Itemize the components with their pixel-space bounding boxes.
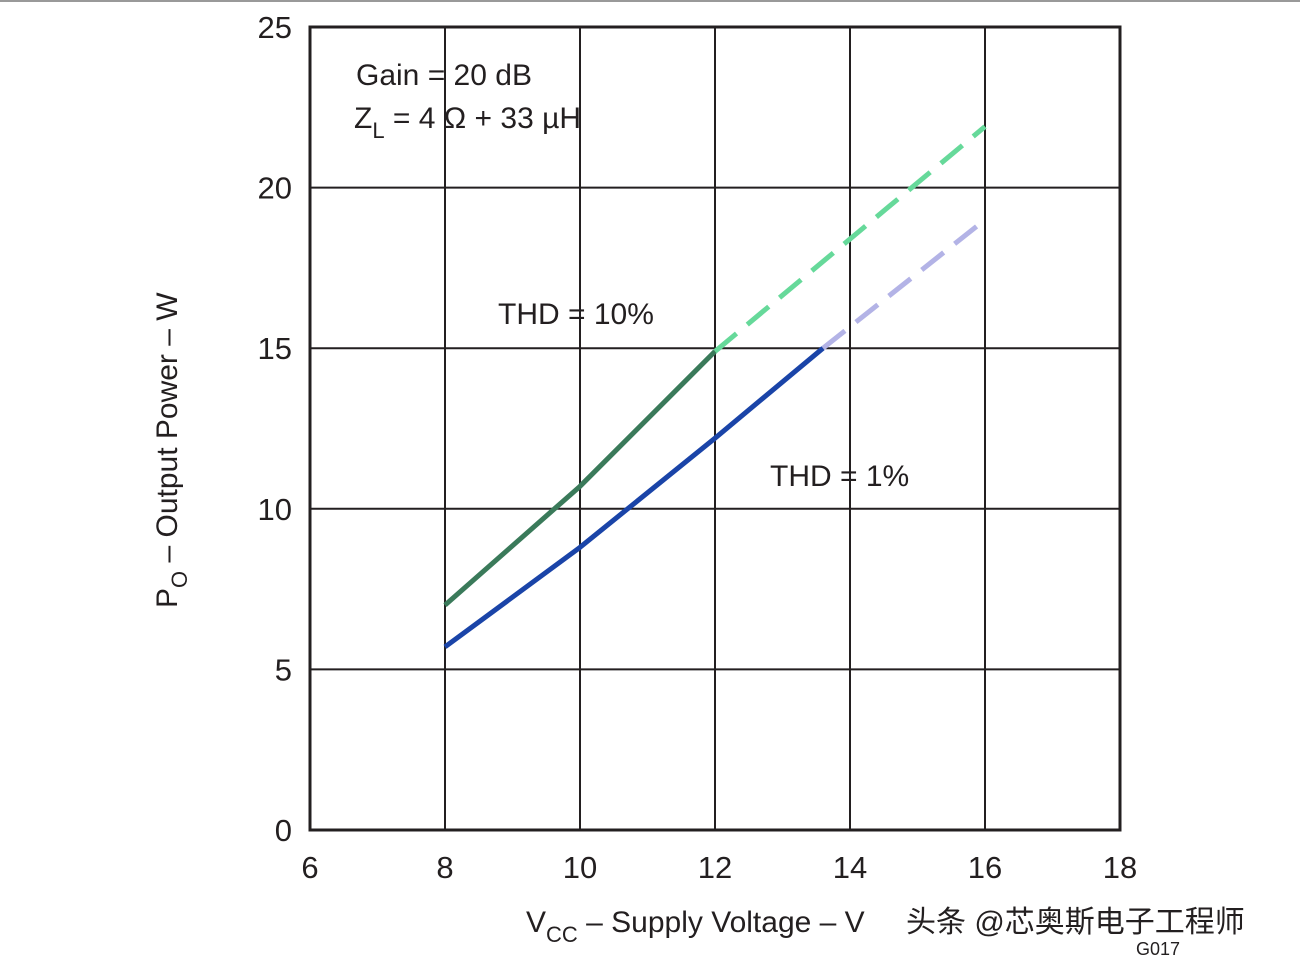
plot-frame (308, 25, 1122, 832)
y-tick-label: 10 (258, 492, 292, 527)
annotation: Gain = 20 dB (356, 59, 532, 92)
x-tick-label: 14 (833, 850, 867, 885)
x-tick-label: 6 (301, 850, 318, 885)
series-label: THD = 10% (498, 298, 654, 331)
x-axis-label: VCC – Supply Voltage – V (526, 906, 865, 947)
y-tick-label: 25 (258, 10, 292, 45)
text: – Output Power – W (151, 292, 184, 571)
series-line (821, 217, 987, 351)
series-label: THD = 1% (770, 460, 909, 493)
y-tick-label: 20 (258, 171, 292, 206)
text: L (372, 118, 384, 143)
x-tick-label: 12 (698, 850, 732, 885)
series-line (443, 349, 717, 608)
x-tick-label: 10 (563, 850, 597, 885)
y-tick-label: 15 (258, 331, 292, 366)
x-tick-label: 16 (968, 850, 1002, 885)
text: CC (546, 922, 578, 947)
grid (309, 26, 1121, 831)
annotation: ZL = 4 Ω + 33 µH (354, 102, 581, 143)
y-tick-label: 5 (275, 652, 292, 687)
text: V (526, 906, 546, 939)
text: Z (354, 102, 372, 135)
watermark: 头条 @芯奥斯电子工程师 (906, 906, 1245, 939)
text: P (151, 588, 184, 608)
x-tick-label: 8 (436, 850, 453, 885)
figure-id: G017 (1136, 939, 1180, 959)
series-line (713, 124, 987, 354)
series-line (443, 346, 825, 649)
text: = 4 Ω + 33 µH (385, 102, 581, 135)
y-tick-label: 0 (275, 813, 292, 848)
lines (443, 124, 987, 649)
text: O (167, 571, 192, 588)
text: – Supply Voltage – V (578, 906, 865, 939)
x-tick-label: 18 (1103, 850, 1137, 885)
y-axis-label: PO – Output Power – W (151, 292, 192, 608)
